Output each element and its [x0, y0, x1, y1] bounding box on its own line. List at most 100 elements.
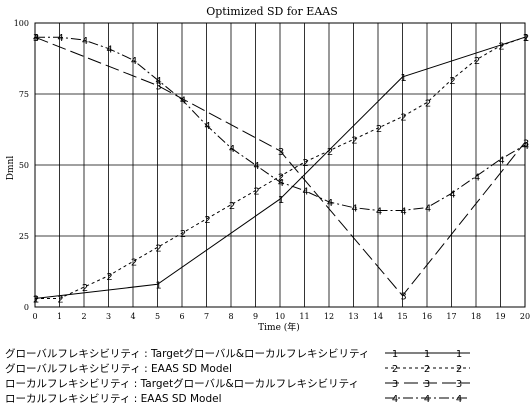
- data-point-marker: 2: [204, 215, 210, 226]
- x-axis-label: Time (年): [258, 321, 300, 333]
- legend-marker: 2: [424, 364, 430, 375]
- series-line-2: [35, 36, 526, 299]
- x-tick-label: 18: [471, 312, 481, 321]
- data-point-marker: 2: [474, 56, 480, 67]
- x-tick-label: 8: [228, 312, 233, 321]
- data-point-marker: 4: [351, 204, 357, 215]
- legend-entry-label: ローカルフレキシビリティ : Targetグローバル&ローカルフレキシビリティ: [5, 377, 359, 390]
- data-point-marker: 2: [155, 243, 161, 254]
- x-tick-label: 13: [348, 312, 358, 321]
- x-tick-label: 10: [275, 312, 285, 321]
- data-point-marker: 4: [425, 204, 431, 215]
- data-point-marker: 4: [33, 33, 39, 44]
- data-point-marker: 4: [327, 198, 333, 209]
- data-point-marker: 2: [523, 33, 529, 44]
- x-tick-label: 16: [422, 312, 432, 321]
- data-point-marker: 4: [155, 76, 161, 87]
- x-tick-label: 6: [179, 312, 184, 321]
- data-point-marker: 2: [33, 294, 39, 305]
- data-point-marker: 3: [33, 33, 39, 44]
- series-line-1: [34, 36, 526, 299]
- data-point-marker: 1: [155, 280, 161, 291]
- data-point-marker: 3: [523, 138, 529, 149]
- series-line-4: [35, 36, 526, 211]
- data-point-marker: 4: [474, 172, 480, 183]
- x-tick-label: 9: [253, 312, 258, 321]
- grid: [34, 22, 526, 308]
- data-point-marker: 4: [57, 33, 63, 44]
- data-point-marker: 4: [302, 187, 308, 198]
- data-point-marker: 4: [131, 56, 137, 67]
- x-tick-label: 14: [373, 312, 383, 321]
- data-point-marker: 1: [33, 294, 39, 305]
- tick-labels: 0 1 2 3 4 5 6 7 8 9 10 11 12 13 14 15 16 17 18 19 2002550751…: [14, 19, 530, 321]
- legend-marker: 4: [456, 394, 462, 405]
- data-point-marker: 3: [400, 292, 406, 303]
- legend-marker: 4: [392, 394, 398, 405]
- x-tick-label: 5: [155, 312, 160, 321]
- x-tick-label: 12: [324, 312, 334, 321]
- data-point-marker: 4: [204, 121, 210, 132]
- data-point-marker: 3: [155, 81, 161, 92]
- x-tick-label: 20: [520, 312, 530, 321]
- series-line-3: [34, 36, 526, 297]
- data-point-marker: 4: [106, 45, 112, 56]
- data-point-marker: 3: [278, 147, 284, 158]
- legend-marker: 1: [456, 349, 462, 360]
- data-point-marker: 4: [449, 189, 455, 200]
- data-point-marker: 1: [278, 195, 284, 206]
- legend-entry-label: ローカルフレキシビリティ : EAAS SD Model: [5, 393, 222, 405]
- data-point-marker: 4: [253, 161, 259, 172]
- data-point-marker: 2: [425, 99, 431, 110]
- data-point-marker: 2: [180, 229, 186, 240]
- data-point-marker: 2: [131, 258, 137, 269]
- x-tick-label: 2: [81, 312, 86, 321]
- data-point-marker: 4: [523, 141, 529, 152]
- data-point-marker: 2: [229, 201, 235, 212]
- y-tick-label: 25: [19, 232, 29, 241]
- data-point-marker: 1: [400, 73, 406, 84]
- legend-marker: 3: [424, 379, 430, 390]
- data-point-marker: 2: [82, 283, 88, 294]
- legend-marker: 2: [456, 364, 462, 375]
- x-tick-label: 0: [32, 312, 37, 321]
- x-tick-label: 3: [106, 312, 111, 321]
- data-point-marker: 4: [498, 155, 504, 166]
- x-tick-label: 4: [130, 312, 135, 321]
- data-point-marker: 4: [82, 36, 88, 47]
- data-point-marker: 4: [278, 178, 284, 189]
- data-point-marker: 2: [106, 272, 112, 283]
- legend-marker: 3: [392, 379, 398, 390]
- data-point-marker: 2: [302, 158, 308, 169]
- x-tick-label: 7: [204, 312, 209, 321]
- legend-marker: 3: [456, 379, 462, 390]
- x-tick-label: 11: [299, 312, 309, 321]
- legend-marker: 4: [424, 394, 430, 405]
- data-point-marker: 4: [180, 96, 186, 107]
- x-tick-label: 1: [57, 312, 62, 321]
- data-point-marker: 2: [351, 135, 357, 146]
- legend-entry-label: グローバルフレキシビリティ : Targetグローバル&ローカルフレキシビリティ: [5, 347, 369, 360]
- x-tick-label: 15: [397, 312, 407, 321]
- data-point-marker: 2: [57, 294, 63, 305]
- data-point-marker: 2: [278, 172, 284, 183]
- chart-title: Optimized SD for EAAS: [206, 5, 338, 18]
- legend-marker: 2: [392, 364, 398, 375]
- legend-entry-label: グローバルフレキシビリティ : EAAS SD Model: [5, 362, 232, 375]
- y-tick-label: 50: [19, 161, 29, 170]
- x-tick-label: 17: [446, 312, 456, 321]
- data-point-marker: 2: [253, 187, 259, 198]
- y-tick-label: 100: [14, 19, 29, 28]
- legend-marker: 1: [424, 349, 430, 360]
- y-tick-label: 0: [24, 303, 29, 312]
- data-point-marker: 2: [498, 42, 504, 53]
- data-point-marker: 4: [400, 206, 406, 217]
- y-axis-label: Dmnl: [6, 156, 16, 181]
- data-point-marker: 4: [229, 144, 235, 155]
- data-point-marker: 1: [523, 33, 529, 44]
- y-tick-label: 75: [19, 90, 29, 99]
- legend-marker: 1: [392, 349, 398, 360]
- x-tick-label: 19: [495, 312, 505, 321]
- data-point-marker: 2: [400, 113, 406, 124]
